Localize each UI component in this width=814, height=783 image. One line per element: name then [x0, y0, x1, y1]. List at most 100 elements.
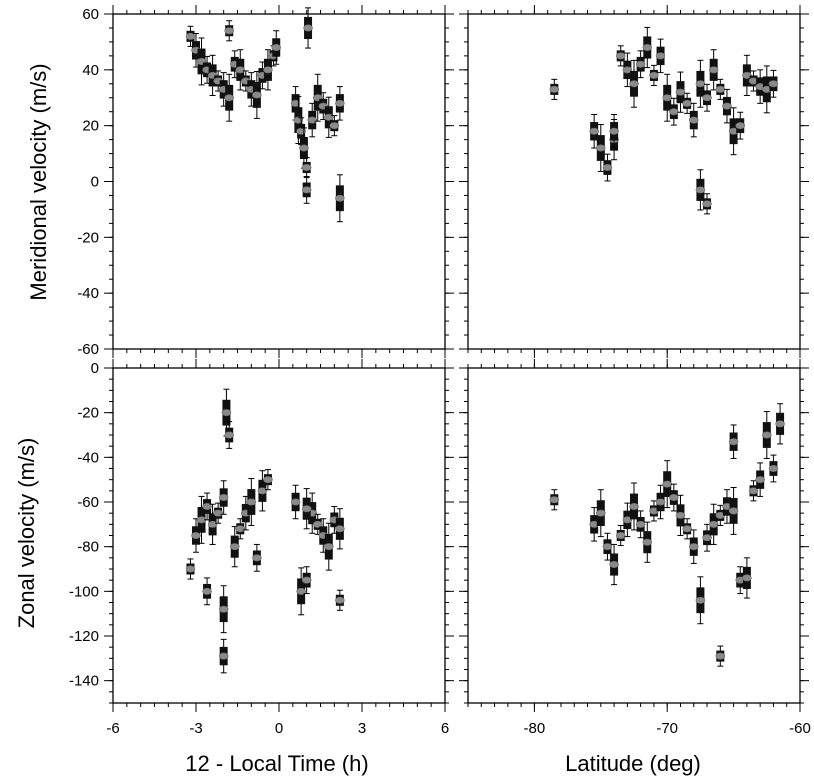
- data-point: [761, 431, 772, 439]
- y-tick-label: -20: [77, 405, 99, 422]
- data-point: [335, 596, 345, 604]
- data-point: [642, 538, 653, 546]
- data-point: [549, 496, 560, 504]
- data-point: [303, 24, 313, 32]
- y-tick-label: 60: [82, 6, 99, 23]
- data-point: [323, 543, 334, 551]
- panel-bottom-right: -80 -70 -60: [459, 359, 811, 737]
- data-point: [735, 122, 746, 130]
- data-point: [202, 502, 212, 510]
- data-point: [252, 554, 262, 562]
- data-point: [662, 94, 673, 102]
- data-point: [688, 116, 699, 124]
- xlabel-left: 12 - Local Time (h): [185, 751, 368, 776]
- data-point: [589, 127, 599, 135]
- data-point: [224, 431, 234, 439]
- data-point: [185, 32, 196, 40]
- data-point: [722, 102, 732, 110]
- data-point: [301, 164, 312, 172]
- y-tick-label: -20: [77, 229, 99, 246]
- data-point: [629, 80, 639, 88]
- data-point: [235, 525, 246, 533]
- data-point: [655, 498, 666, 506]
- y-tick-label: -140: [69, 673, 99, 690]
- data-point: [755, 476, 765, 484]
- data-point: [290, 99, 301, 107]
- data-point: [688, 543, 699, 551]
- data-point: [293, 116, 304, 124]
- data-point: [185, 565, 196, 573]
- data-point: [622, 66, 633, 74]
- plot-frame: [112, 13, 446, 350]
- data-point: [263, 66, 273, 74]
- data-point: [191, 531, 201, 539]
- data-point: [728, 507, 739, 515]
- data-point: [702, 200, 712, 208]
- data-point: [202, 587, 212, 595]
- data-point: [615, 531, 626, 539]
- x-tick-label: -3: [189, 720, 202, 737]
- data-point: [323, 113, 334, 121]
- data-point: [229, 543, 240, 551]
- data-point: [329, 122, 340, 130]
- x-tick-label: 6: [441, 720, 449, 737]
- data-point: [708, 520, 719, 528]
- data-point: [224, 94, 234, 102]
- data-point: [301, 576, 312, 584]
- data-point: [301, 186, 312, 194]
- x-tick-label: -60: [789, 720, 811, 737]
- xlabel-right: Latitude (deg): [565, 751, 701, 776]
- y-tick-label: -120: [69, 628, 99, 645]
- data-point: [708, 66, 719, 74]
- data-point: [301, 505, 312, 513]
- x-tick-label: -6: [106, 720, 119, 737]
- x-tick-label: -80: [524, 720, 546, 737]
- data-point: [263, 476, 273, 484]
- y-tick-label: -60: [77, 494, 99, 511]
- data-point: [629, 502, 639, 510]
- data-point: [642, 43, 653, 51]
- data-point: [695, 596, 706, 604]
- data-point: [742, 71, 752, 79]
- ylabel-top: Meridional velocity (m/s): [26, 63, 51, 300]
- data-point: [715, 652, 726, 660]
- data-point: [335, 525, 345, 533]
- data-point: [235, 66, 246, 74]
- data-point: [748, 487, 759, 495]
- data-point: [669, 108, 679, 116]
- data-point: [307, 116, 318, 124]
- y-tick-label: -100: [69, 583, 99, 600]
- data-point: [635, 60, 646, 68]
- y-tick-label: 40: [82, 62, 99, 79]
- y-tick-label: -80: [77, 539, 99, 556]
- data-point: [635, 520, 646, 528]
- data-point: [218, 494, 229, 502]
- data-point: [252, 91, 262, 99]
- data-point: [609, 561, 619, 569]
- ylabel-bottom: Zonal velocity (m/s): [14, 438, 39, 629]
- plot-frame: [112, 367, 446, 704]
- data-point: [682, 525, 692, 533]
- data-point: [602, 543, 613, 551]
- data-point: [595, 144, 606, 152]
- data-point: [207, 520, 218, 528]
- x-tick-label: -70: [656, 720, 678, 737]
- data-point: [335, 99, 345, 107]
- data-point: [695, 80, 706, 88]
- data-point: [768, 80, 779, 88]
- y-tick-label: 20: [82, 118, 99, 135]
- data-point: [675, 88, 686, 96]
- panel-bottom-left: -6 -3 0 3 6 -140 -120 -100 -80 -60 -40 -20 0: [69, 359, 454, 737]
- data-point: [728, 438, 739, 446]
- data-point: [655, 52, 666, 60]
- data-point: [602, 164, 613, 172]
- x-tick-label: 0: [275, 720, 283, 737]
- data-point: [595, 509, 606, 517]
- y-tick-label: -60: [77, 341, 99, 358]
- data-point: [702, 94, 712, 102]
- x-tick-label: 3: [358, 720, 366, 737]
- data-point: [675, 511, 686, 519]
- data-point: [549, 85, 560, 93]
